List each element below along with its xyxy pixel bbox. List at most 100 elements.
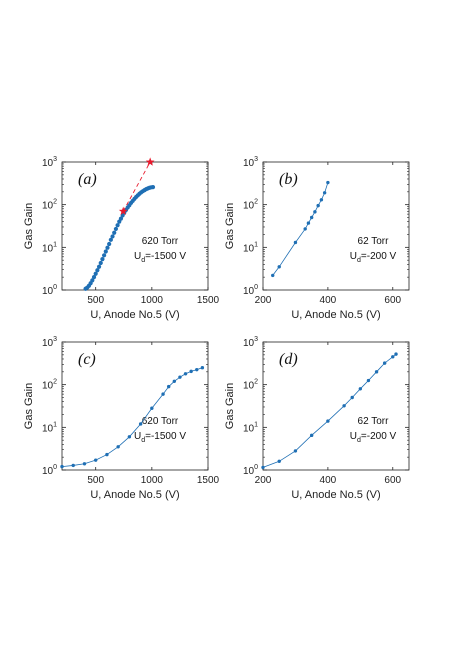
data-point xyxy=(382,361,387,365)
data-point xyxy=(93,458,98,462)
data-point xyxy=(98,260,103,266)
plot-frame xyxy=(262,341,410,471)
panel-label: (a) xyxy=(78,171,97,188)
y-tick-label: 103 xyxy=(243,336,258,349)
x-tick-label: 200 xyxy=(255,475,272,486)
x-axis-label: U, Anode No.5 (V) xyxy=(90,489,179,501)
y-tick-label: 103 xyxy=(42,336,57,349)
series-line xyxy=(61,367,203,468)
data-point xyxy=(293,449,298,453)
data-point xyxy=(316,203,320,208)
panel-c: 500 1000 1500 100 101 102 103 U, Anode No.5 (V)… xyxy=(23,336,220,501)
y-tick-label: 100 xyxy=(42,464,57,477)
data-point xyxy=(161,392,165,396)
x-axis-label: U, Anode No.5 (V) xyxy=(291,309,380,321)
data-point xyxy=(91,275,97,280)
data-point xyxy=(178,375,182,379)
annotation: 62 Torr xyxy=(358,236,390,247)
y-tick-label: 102 xyxy=(243,379,258,392)
data-point xyxy=(326,419,330,423)
data-point xyxy=(374,370,379,374)
data-point xyxy=(309,215,314,220)
data-point xyxy=(394,352,398,356)
panel-b: 200 400 600 100 101 102 103 U, Anode No.5 (V) Ga… xyxy=(224,156,410,321)
data-point xyxy=(342,404,346,408)
data-point xyxy=(93,271,98,276)
data-point xyxy=(303,227,307,231)
y-tick-label: 100 xyxy=(42,284,57,297)
data-point xyxy=(115,223,120,228)
data-point xyxy=(90,278,95,283)
y-tick-label: 102 xyxy=(42,199,57,212)
data-point xyxy=(110,234,115,239)
data-point xyxy=(150,406,154,410)
y-axis-label: Gas Gain xyxy=(224,203,236,249)
y-axis-label: Gas Gain xyxy=(23,203,35,249)
x-tick-label: 400 xyxy=(320,295,337,306)
data-point xyxy=(277,459,281,463)
x-axis-label: U, Anode No.5 (V) xyxy=(90,309,179,321)
y-tick-label: 103 xyxy=(243,156,258,169)
panel-label: (d) xyxy=(279,351,298,368)
extrapolation-line xyxy=(122,161,151,212)
y-tick-label: 101 xyxy=(42,241,57,254)
data-point xyxy=(113,226,119,232)
data-point xyxy=(195,367,199,372)
x-tick-label: 1000 xyxy=(141,475,164,486)
x-tick-label: 600 xyxy=(384,295,401,306)
data-point xyxy=(138,422,143,426)
data-point xyxy=(116,445,120,449)
data-point xyxy=(166,384,171,389)
data-point xyxy=(118,216,124,221)
panel-label: (b) xyxy=(279,171,298,188)
data-point xyxy=(107,241,112,247)
x-tick-label: 1000 xyxy=(141,295,164,306)
data-point xyxy=(112,230,117,235)
data-point xyxy=(326,180,330,185)
data-point xyxy=(309,433,314,438)
annotation: 620 Torr xyxy=(142,236,179,247)
plot-frame xyxy=(262,161,410,291)
x-tick-label: 500 xyxy=(87,295,104,306)
x-axis-label: U, Anode No.5 (V) xyxy=(291,489,380,501)
data-point xyxy=(189,369,193,374)
plot-frame xyxy=(61,341,209,471)
y-axis-label: Gas Gain xyxy=(224,383,236,429)
annotation: 620 Torr xyxy=(142,416,179,427)
data-point xyxy=(105,452,109,457)
data-point xyxy=(96,264,102,269)
data-point xyxy=(71,463,75,468)
data-point xyxy=(82,462,87,466)
data-point xyxy=(358,387,363,391)
data-point xyxy=(366,378,371,383)
annotation: Ud=-200 V xyxy=(350,251,397,264)
annotation: Ud=-200 V xyxy=(350,431,397,444)
data-point xyxy=(105,245,110,250)
data-point xyxy=(60,464,64,469)
series-line xyxy=(272,182,329,276)
y-tick-label: 102 xyxy=(243,199,258,212)
data-point xyxy=(150,185,156,190)
panel-d: 200 400 600 100 101 102 103 U, Anode No.5 (V) Ga… xyxy=(224,336,410,501)
y-tick-label: 101 xyxy=(243,421,258,434)
data-point xyxy=(293,240,298,245)
panel-a: 500 1000 1500 100 101 102 103 U, Anode No.5 (V)… xyxy=(23,156,220,321)
data-point xyxy=(103,249,108,254)
x-tick-label: 500 xyxy=(87,475,104,486)
y-tick-label: 102 xyxy=(42,379,57,392)
plot-frame xyxy=(61,161,209,291)
data-point xyxy=(391,355,395,359)
data-point xyxy=(322,191,327,195)
data-point xyxy=(102,253,107,258)
y-tick-label: 100 xyxy=(243,464,258,477)
x-tick-label: 400 xyxy=(320,475,337,486)
data-point xyxy=(319,198,324,202)
data-point xyxy=(127,435,132,439)
y-tick-label: 101 xyxy=(42,421,57,434)
x-tick-label: 1500 xyxy=(197,475,220,486)
data-point xyxy=(350,395,354,400)
y-tick-label: 103 xyxy=(42,156,57,169)
x-tick-label: 200 xyxy=(255,295,272,306)
y-tick-label: 100 xyxy=(243,284,258,297)
